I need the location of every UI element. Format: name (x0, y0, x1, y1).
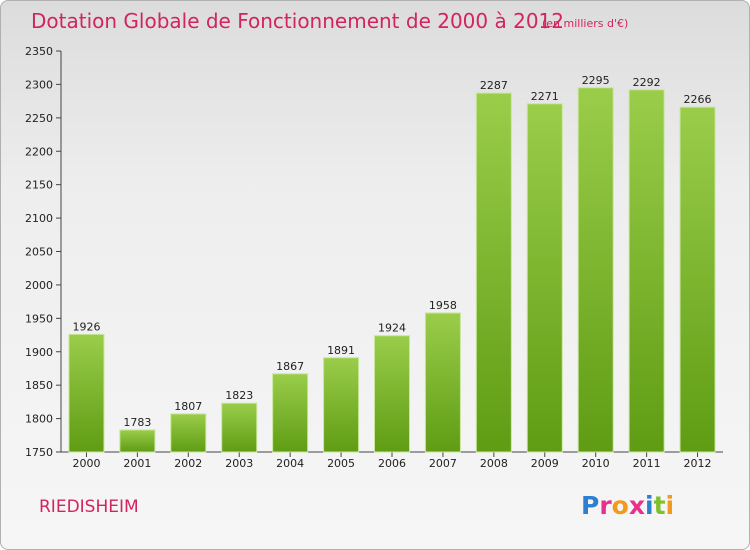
logo-letter: o (611, 491, 629, 520)
x-tick-label: 2004 (276, 457, 304, 470)
y-tick-label: 1850 (25, 379, 53, 392)
data-label: 1807 (174, 400, 202, 413)
y-tick-label: 2200 (25, 145, 53, 158)
bar (221, 402, 258, 453)
x-tick-label: 2001 (123, 457, 151, 470)
data-label: 2292 (633, 76, 661, 89)
place-name: RIEDISHEIM (39, 497, 139, 517)
x-tick-label: 2009 (531, 457, 559, 470)
data-label: 2271 (531, 90, 559, 103)
x-tick-label: 2006 (378, 457, 406, 470)
data-label: 1958 (429, 299, 457, 312)
y-tick-label: 1900 (25, 346, 53, 359)
x-tick-label: 2003 (225, 457, 253, 470)
logo-letter: P (581, 491, 600, 520)
data-label: 1783 (123, 416, 151, 429)
x-tick-label: 2007 (429, 457, 457, 470)
y-tick-label: 1800 (25, 413, 53, 426)
x-tick-label: 2008 (480, 457, 508, 470)
bar (68, 333, 105, 453)
x-tick-label: 2011 (633, 457, 661, 470)
x-tick-label: 2000 (72, 457, 100, 470)
y-tick-label: 2050 (25, 246, 53, 259)
data-label: 1823 (225, 389, 253, 402)
y-tick-label: 2100 (25, 212, 53, 225)
bar (577, 87, 614, 453)
data-label: 1891 (327, 344, 355, 357)
y-tick-label: 1750 (25, 446, 53, 459)
logo-letter: x (628, 491, 645, 520)
y-tick-label: 2000 (25, 279, 53, 292)
y-tick-label: 2150 (25, 179, 53, 192)
logo-letter: i (665, 491, 675, 520)
data-label: 2287 (480, 79, 508, 92)
bar (679, 106, 716, 453)
logo-letter: r (599, 491, 612, 520)
x-tick-label: 2012 (684, 457, 712, 470)
x-tick-label: 2005 (327, 457, 355, 470)
chart-labels: 2000 1926 2001 1783 2002 1807 2003 1823 2004 1867… (72, 74, 711, 470)
bar (526, 103, 563, 453)
bar (475, 92, 512, 453)
logo-letter: i (645, 491, 654, 520)
chart-axes: 1750 1800 1850 1900 1950 2000 2050 2100 2150 2200… (25, 45, 723, 459)
chart-title: Dotation Globale de Fonctionnement de 20… (31, 9, 564, 33)
bar (424, 312, 461, 453)
y-tick-label: 2350 (25, 45, 53, 58)
bar (272, 373, 309, 453)
data-label: 1926 (72, 320, 100, 333)
bar (323, 357, 360, 453)
chart-subtitle: (en milliers d'€) (542, 17, 629, 30)
data-label: 1867 (276, 360, 304, 373)
bar (374, 335, 410, 453)
proxiti-logo: Proxiti (581, 491, 674, 520)
logo-letter: t (653, 491, 666, 520)
bar (628, 89, 665, 453)
bar (170, 413, 207, 453)
data-label: 2295 (582, 74, 610, 87)
data-label: 1924 (378, 322, 406, 335)
data-label: 2266 (684, 93, 712, 106)
y-tick-label: 1950 (25, 312, 53, 325)
x-tick-label: 2010 (582, 457, 610, 470)
chart-bars (68, 87, 716, 453)
bar (119, 429, 156, 453)
y-tick-label: 2250 (25, 112, 53, 125)
y-tick-label: 2300 (25, 78, 53, 91)
x-tick-label: 2002 (174, 457, 202, 470)
